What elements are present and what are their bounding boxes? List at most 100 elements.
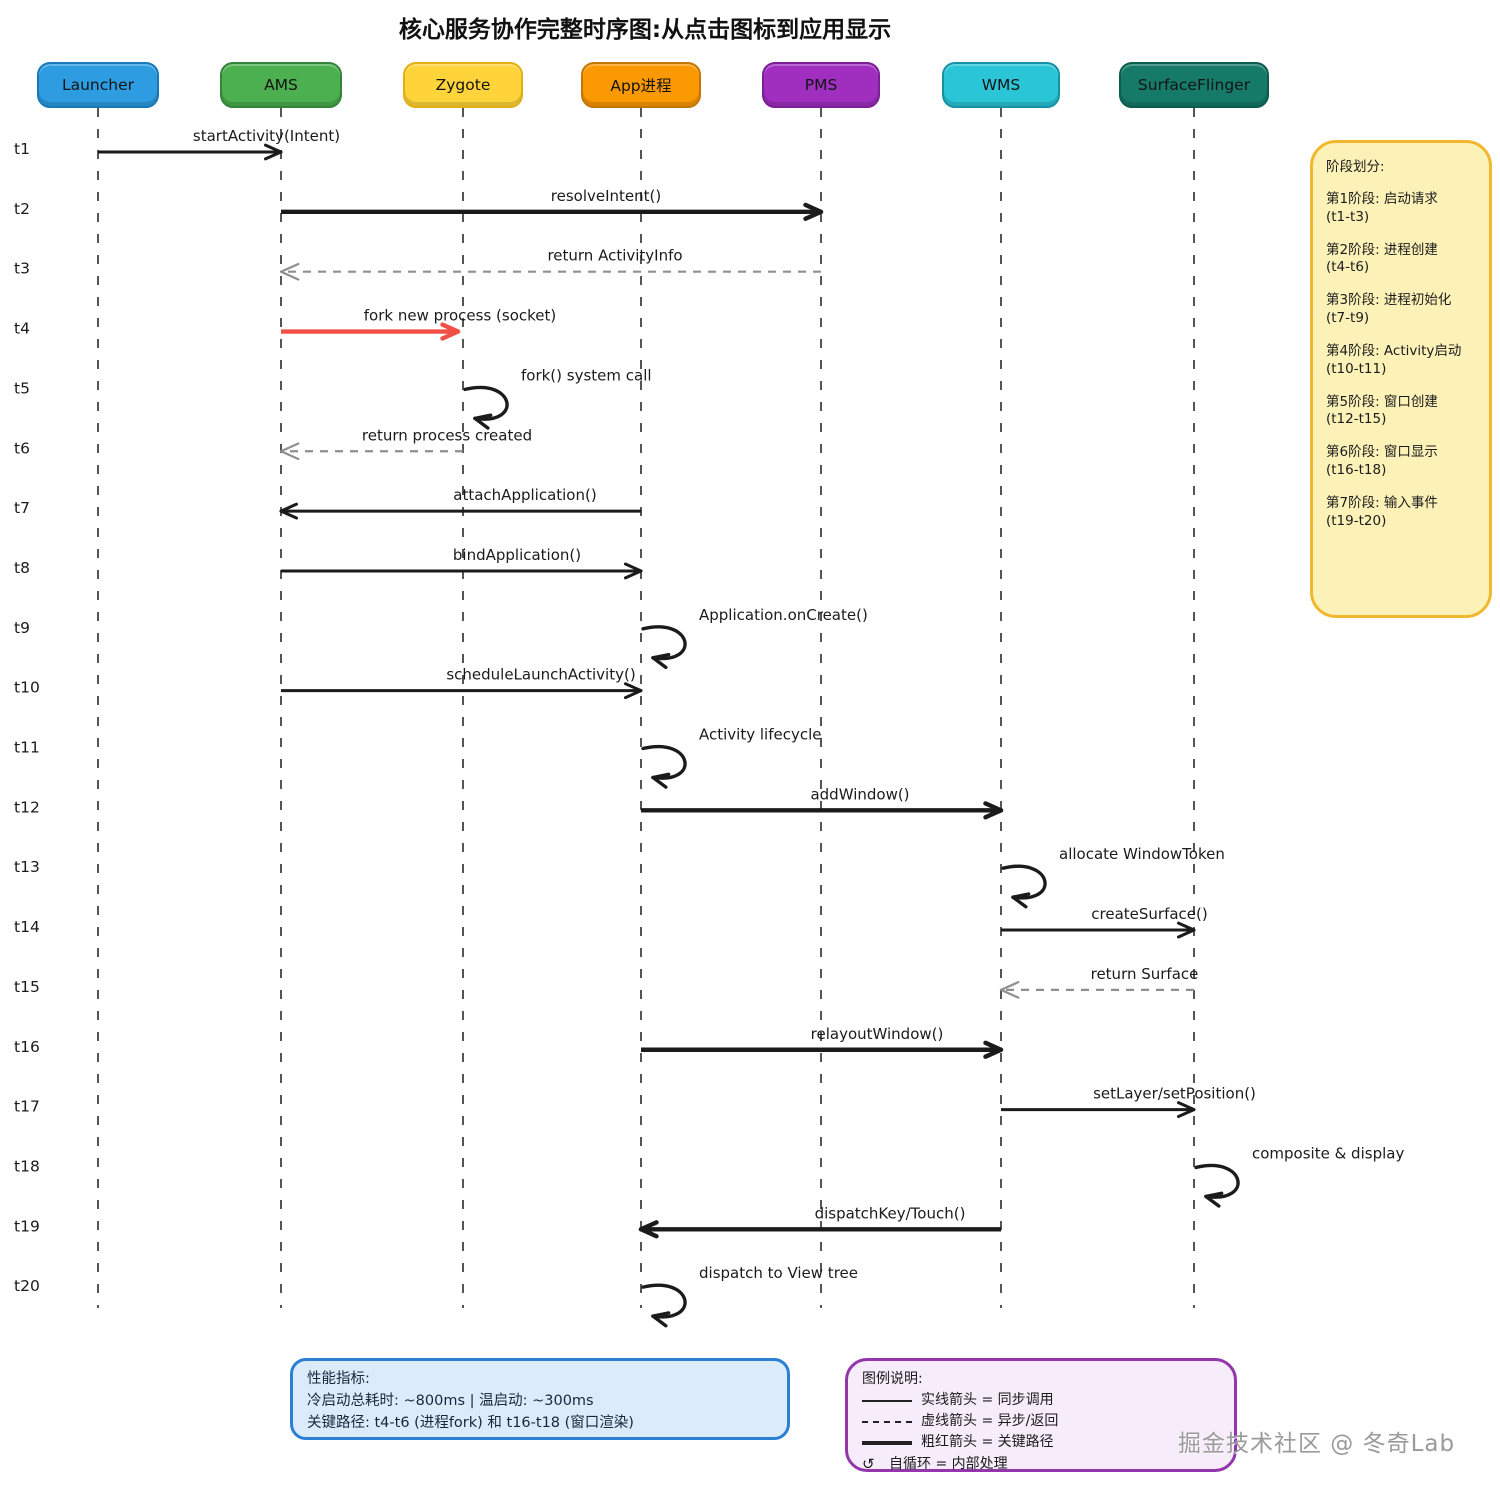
legend-item-label: 粗红箭头 = 关键路径 — [921, 1434, 1054, 1450]
arrowhead — [803, 209, 824, 221]
phase-item: 第4阶段: Activity启动 (t10-t11) — [1326, 343, 1476, 379]
phase-range: (t7-t9) — [1326, 310, 1370, 327]
phases-note-title: 阶段划分: — [1326, 159, 1385, 175]
time-label-t17: t17 — [14, 1098, 40, 1116]
self-loop-icon: ↺ — [862, 1455, 875, 1473]
time-label-t4: t4 — [14, 320, 30, 338]
message-label-t10: scheduleLaunchActivity() — [446, 666, 635, 684]
message-label-t3: return ActivityInfo — [547, 247, 682, 265]
message-label-t9: Application.onCreate() — [699, 606, 868, 624]
arrowhead — [1176, 921, 1196, 932]
phase-range: (t10-t11) — [1326, 360, 1387, 377]
legend-item-label: 实线箭头 = 同步调用 — [921, 1392, 1054, 1408]
self-loop-t5 — [463, 385, 509, 421]
message-label-t13: allocate WindowToken — [1059, 845, 1225, 863]
legend-title: 图例说明: — [862, 1371, 923, 1387]
metrics-title: 性能指标: — [307, 1371, 370, 1387]
solid-line-icon — [862, 1399, 912, 1402]
message-label-t6: return process created — [362, 426, 532, 444]
time-label-t7: t7 — [14, 499, 30, 517]
time-label-t6: t6 — [14, 439, 30, 457]
arrowhead — [651, 656, 668, 670]
self-loop-t13 — [1001, 864, 1047, 900]
legend-item: 虚线箭头 = 异步/返回 — [862, 1411, 1220, 1432]
thick-line-icon — [862, 1440, 912, 1445]
self-loop-t11 — [641, 745, 687, 780]
actor-AMS: AMS — [220, 62, 342, 108]
time-label-t19: t19 — [14, 1217, 40, 1235]
phase-item: 第3阶段: 进程初始化 (t7-t9) — [1326, 292, 1476, 328]
phase-item: 第1阶段: 启动请求 (t1-t3) — [1326, 191, 1476, 227]
time-label-t8: t8 — [14, 559, 30, 577]
arrowhead — [651, 772, 671, 780]
arrowhead — [623, 689, 643, 700]
phase-range: (t4-t6) — [1326, 259, 1370, 276]
legend-item: 实线箭头 = 同步调用 — [862, 1390, 1220, 1411]
watermark: 掘金技术社区 @ 冬奇Lab — [1178, 1431, 1456, 1457]
metrics-line: 关键路径: t4-t6 (进程fork) 和 t16-t18 (窗口渲染) — [307, 1414, 634, 1431]
legend-item: ↺ 自循环 = 内部处理 — [862, 1453, 1220, 1476]
legend-item-label: 虚线箭头 = 异步/返回 — [921, 1413, 1059, 1429]
arrowhead — [983, 1047, 1004, 1059]
actor-WMS: WMS — [942, 62, 1060, 108]
time-label-t10: t10 — [14, 679, 40, 697]
arrowhead — [1011, 895, 1028, 909]
self-loop-t20 — [641, 1283, 687, 1319]
diagram-title: 核心服务协作完整时序图:从点击图标到应用显示 — [398, 17, 892, 43]
arrowhead — [651, 1314, 668, 1328]
arrowhead — [263, 143, 283, 154]
phase-range: (t19-t20) — [1326, 512, 1387, 529]
actor-SurfaceFlinger: SurfaceFlinger — [1119, 62, 1269, 108]
arrowhead — [279, 442, 300, 453]
phase-name: 第3阶段: 进程初始化 — [1326, 292, 1452, 309]
dashed-line-icon — [862, 1420, 912, 1423]
actor-App进程: App进程 — [581, 62, 701, 108]
time-label-t13: t13 — [14, 858, 40, 876]
message-label-t8: bindApplication() — [453, 546, 581, 564]
arrowhead — [623, 562, 643, 573]
actor-PMS: PMS — [762, 62, 880, 108]
phases-note-box: 阶段划分: 第1阶段: 启动请求 (t1-t3) 第2阶段: 进程创建 (t4-… — [1310, 140, 1492, 618]
message-label-t2: resolveIntent() — [551, 187, 661, 205]
phase-range: (t1-t3) — [1326, 208, 1370, 225]
time-label-t14: t14 — [14, 918, 40, 936]
arrowhead — [263, 150, 283, 161]
time-label-t20: t20 — [14, 1277, 40, 1295]
phase-name: 第7阶段: 输入事件 — [1326, 494, 1438, 511]
arrowhead — [651, 775, 668, 789]
arrowhead — [651, 652, 671, 660]
arrowhead — [279, 262, 300, 273]
arrowhead — [440, 329, 461, 341]
phase-name: 第5阶段: 窗口创建 — [1326, 393, 1438, 410]
self-loop-t9 — [641, 625, 687, 661]
message-label-t5: fork() system call — [521, 366, 652, 384]
message-label-t19: dispatchKey/Touch() — [815, 1204, 966, 1222]
message-label-t12: addWindow() — [810, 785, 909, 803]
arrowhead — [473, 413, 493, 421]
arrowhead — [279, 502, 299, 513]
message-label-t11: Activity lifecycle — [699, 726, 821, 744]
message-label-t20: dispatch to View tree — [699, 1264, 858, 1282]
actor-Launcher: Launcher — [37, 62, 159, 108]
message-label-t1: startActivity(Intent) — [193, 127, 340, 145]
performance-metrics-box: 性能指标: 冷启动总耗时: ~800ms | 温启动: ~300ms 关键路径:… — [290, 1358, 790, 1440]
self-loop-t18 — [1194, 1163, 1240, 1199]
arrowhead — [279, 270, 300, 281]
arrowhead — [638, 1220, 659, 1232]
message-label-t14: createSurface() — [1091, 905, 1207, 923]
time-label-t3: t3 — [14, 260, 30, 278]
phase-range: (t16-t18) — [1326, 461, 1387, 478]
arrowhead — [1011, 892, 1031, 899]
message-label-t18: composite & display — [1252, 1144, 1404, 1162]
arrowhead — [999, 981, 1020, 992]
arrowhead — [1204, 1191, 1224, 1199]
arrowhead — [999, 988, 1020, 999]
time-label-t11: t11 — [14, 739, 40, 757]
message-label-t4: fork new process (socket) — [364, 307, 556, 325]
message-label-t7: attachApplication() — [453, 486, 596, 504]
legend-item: 粗红箭头 = 关键路径 — [862, 1432, 1220, 1453]
time-label-t15: t15 — [14, 978, 40, 996]
arrowhead — [983, 808, 1004, 820]
phase-name: 第2阶段: 进程创建 — [1326, 241, 1438, 258]
